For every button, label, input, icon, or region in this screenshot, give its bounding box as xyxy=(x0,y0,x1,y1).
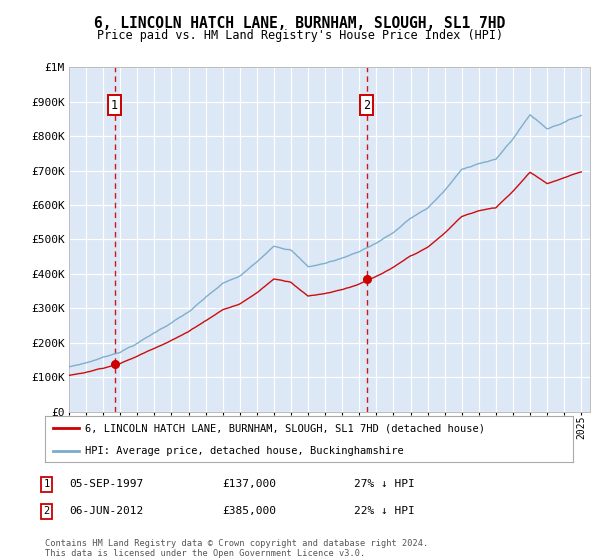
Text: 6, LINCOLN HATCH LANE, BURNHAM, SLOUGH, SL1 7HD: 6, LINCOLN HATCH LANE, BURNHAM, SLOUGH, … xyxy=(94,16,506,31)
Text: 2: 2 xyxy=(363,99,370,111)
Text: 1: 1 xyxy=(111,99,118,111)
Text: 6, LINCOLN HATCH LANE, BURNHAM, SLOUGH, SL1 7HD (detached house): 6, LINCOLN HATCH LANE, BURNHAM, SLOUGH, … xyxy=(85,423,485,433)
Text: 1: 1 xyxy=(44,479,50,489)
Text: £137,000: £137,000 xyxy=(222,479,276,489)
Text: 27% ↓ HPI: 27% ↓ HPI xyxy=(354,479,415,489)
Text: 06-JUN-2012: 06-JUN-2012 xyxy=(69,506,143,516)
Text: HPI: Average price, detached house, Buckinghamshire: HPI: Average price, detached house, Buck… xyxy=(85,446,403,455)
Text: Contains HM Land Registry data © Crown copyright and database right 2024.
This d: Contains HM Land Registry data © Crown c… xyxy=(45,539,428,558)
Text: £385,000: £385,000 xyxy=(222,506,276,516)
Text: 22% ↓ HPI: 22% ↓ HPI xyxy=(354,506,415,516)
Text: 2: 2 xyxy=(44,506,50,516)
Text: 05-SEP-1997: 05-SEP-1997 xyxy=(69,479,143,489)
Text: Price paid vs. HM Land Registry's House Price Index (HPI): Price paid vs. HM Land Registry's House … xyxy=(97,29,503,42)
